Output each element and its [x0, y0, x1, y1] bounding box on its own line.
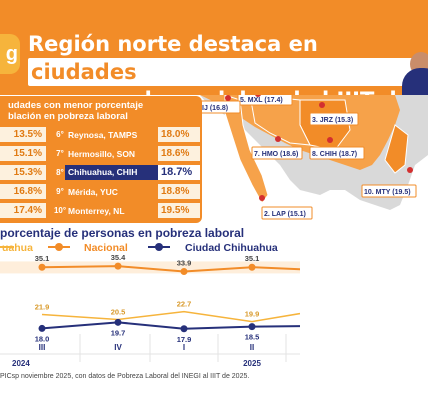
legend-label-1: Nacional	[84, 242, 128, 254]
svg-text:5. MXL (17.4): 5. MXL (17.4)	[240, 97, 283, 104]
rank: 7°	[56, 149, 64, 158]
data-label: 18.5	[245, 333, 260, 342]
city-name: Monterrey, NL	[68, 205, 125, 216]
map-baja	[224, 95, 269, 204]
data-point	[114, 318, 122, 326]
x-tick-label: IV	[114, 343, 122, 352]
data-label: 22.7	[177, 300, 192, 309]
pin-jrz	[319, 102, 325, 108]
city-name: Reynosa, TAMPS	[68, 129, 138, 140]
city-value: 18.7%	[158, 165, 200, 180]
data-point	[180, 325, 188, 333]
left-value: 16.8%	[0, 184, 46, 199]
svg-text:4. TIJ (16.8): 4. TIJ (16.8)	[190, 105, 228, 112]
data-label: 33.9	[177, 259, 192, 268]
x-tick-label: I	[183, 343, 185, 352]
svg-text:3. JRZ (15.3): 3. JRZ (15.3)	[312, 117, 353, 124]
pin-mxl	[255, 95, 261, 97]
city-value: 19.5%	[158, 203, 200, 218]
svg-text:2. LAP (15.1): 2. LAP (15.1)	[264, 211, 306, 218]
map-label-jrz: 3. JRZ (15.3)	[309, 112, 359, 126]
legend-label-2: Ciudad Chihuahua	[185, 242, 278, 254]
data-label: 17.9	[177, 335, 192, 344]
data-label: 35.1	[245, 254, 260, 263]
table-row: 13.5% 6° Reynosa, TAMPS 18.0%	[0, 126, 202, 143]
logo: g	[0, 34, 20, 74]
pin-lap	[259, 195, 265, 201]
left-value: 13.5%	[0, 127, 46, 142]
legend-item-1: Nacional	[48, 242, 128, 254]
map-label-hmo: 7. HMO (18.6)	[251, 146, 303, 160]
pin-chih	[327, 137, 333, 143]
city-name: Mérida, YUC	[68, 186, 118, 197]
data-point	[248, 323, 256, 331]
map-label-chih: 8. CHIH (18.7)	[309, 146, 365, 160]
table-row-highlighted: 15.3% 8° Chihuahua, CHIH 18.7%	[0, 164, 202, 181]
title-part1: Región norte destaca en	[28, 32, 318, 56]
year-label: 2025	[243, 359, 261, 368]
data-label: 21.9	[35, 302, 50, 311]
city-value: 18.8%	[158, 184, 200, 199]
table-row: 17.4% 10° Monterrey, NL 19.5%	[0, 202, 202, 219]
rank: 10°	[53, 206, 67, 215]
city-value: 18.0%	[158, 127, 200, 142]
map-nl	[384, 124, 409, 174]
left-value: 15.1%	[0, 146, 46, 161]
footnote: PICsp noviembre 2025, con datos de Pobre…	[0, 373, 250, 380]
city-name: Hermosillo, SON	[68, 148, 136, 159]
rank: 8°	[56, 168, 64, 177]
series-line-1	[41, 310, 300, 323]
rank: 9°	[56, 187, 64, 196]
line-chart: 35.135.433.935.134.321.920.522.719.923.0…	[0, 254, 300, 368]
table-heading-line1: udades con menor porcentaje	[8, 100, 144, 111]
table-heading: udades con menor porcentaje blación en p…	[0, 96, 202, 124]
map-label-mty: 10. MTY (19.5)	[361, 184, 417, 198]
table-heading-line2: blación en pobreza laboral	[8, 111, 128, 122]
year-label: 2024	[12, 359, 30, 368]
data-label: 35.1	[35, 254, 50, 263]
data-label: 19.7	[111, 328, 126, 337]
rank: 6°	[56, 130, 64, 139]
left-value: 15.3%	[0, 165, 46, 180]
legend-item-0: uahua	[0, 242, 33, 254]
data-label: 35.4	[111, 254, 126, 262]
city-name: Chihuahua, CHIH	[65, 165, 164, 180]
svg-text:8. CHIH (18.7): 8. CHIH (18.7)	[312, 151, 357, 158]
legend-label-0: uahua	[2, 242, 33, 254]
x-tick-label: II	[250, 343, 254, 352]
series-line-2	[41, 321, 300, 330]
data-point	[248, 263, 256, 271]
ranking-table: udades con menor porcentaje blación en p…	[0, 96, 202, 223]
data-label: 18.0	[35, 334, 50, 343]
pin-hmo	[275, 136, 281, 142]
pin-mty	[407, 167, 413, 173]
left-value: 17.4%	[0, 203, 46, 218]
city-value: 18.6%	[158, 146, 200, 161]
map-pins	[225, 95, 413, 201]
chart-title: porcentaje de personas en pobreza labora…	[0, 226, 245, 240]
map-sonora	[249, 95, 311, 146]
data-label: 20.5	[111, 307, 126, 316]
data-point	[180, 268, 188, 276]
map-label-lap: 2. LAP (15.1)	[261, 206, 313, 220]
pin-tij	[225, 95, 231, 101]
svg-text:7. HMO (18.6): 7. HMO (18.6)	[254, 151, 298, 158]
nacional-band	[0, 261, 300, 274]
header-banner: g Región norte destaca en ciudades menor…	[0, 0, 428, 142]
x-tick-label: III	[39, 343, 46, 352]
table-row: 16.8% 9° Mérida, YUC 18.8%	[0, 183, 202, 200]
legend-item-2: Ciudad Chihuahua	[148, 242, 278, 254]
table-row: 15.1% 7° Hermosillo, SON 18.6%	[0, 145, 202, 162]
chart-legend: uahua Nacional Ciudad Chihuahua	[0, 242, 278, 254]
data-point	[38, 263, 46, 271]
svg-text:10. MTY (19.5): 10. MTY (19.5)	[364, 189, 411, 196]
title-highlight: ciudades	[28, 58, 428, 86]
data-point	[114, 262, 122, 270]
data-label: 19.9	[245, 310, 260, 319]
map-label-mxl: 5. MXL (17.4)	[237, 95, 293, 106]
data-point	[38, 324, 46, 332]
